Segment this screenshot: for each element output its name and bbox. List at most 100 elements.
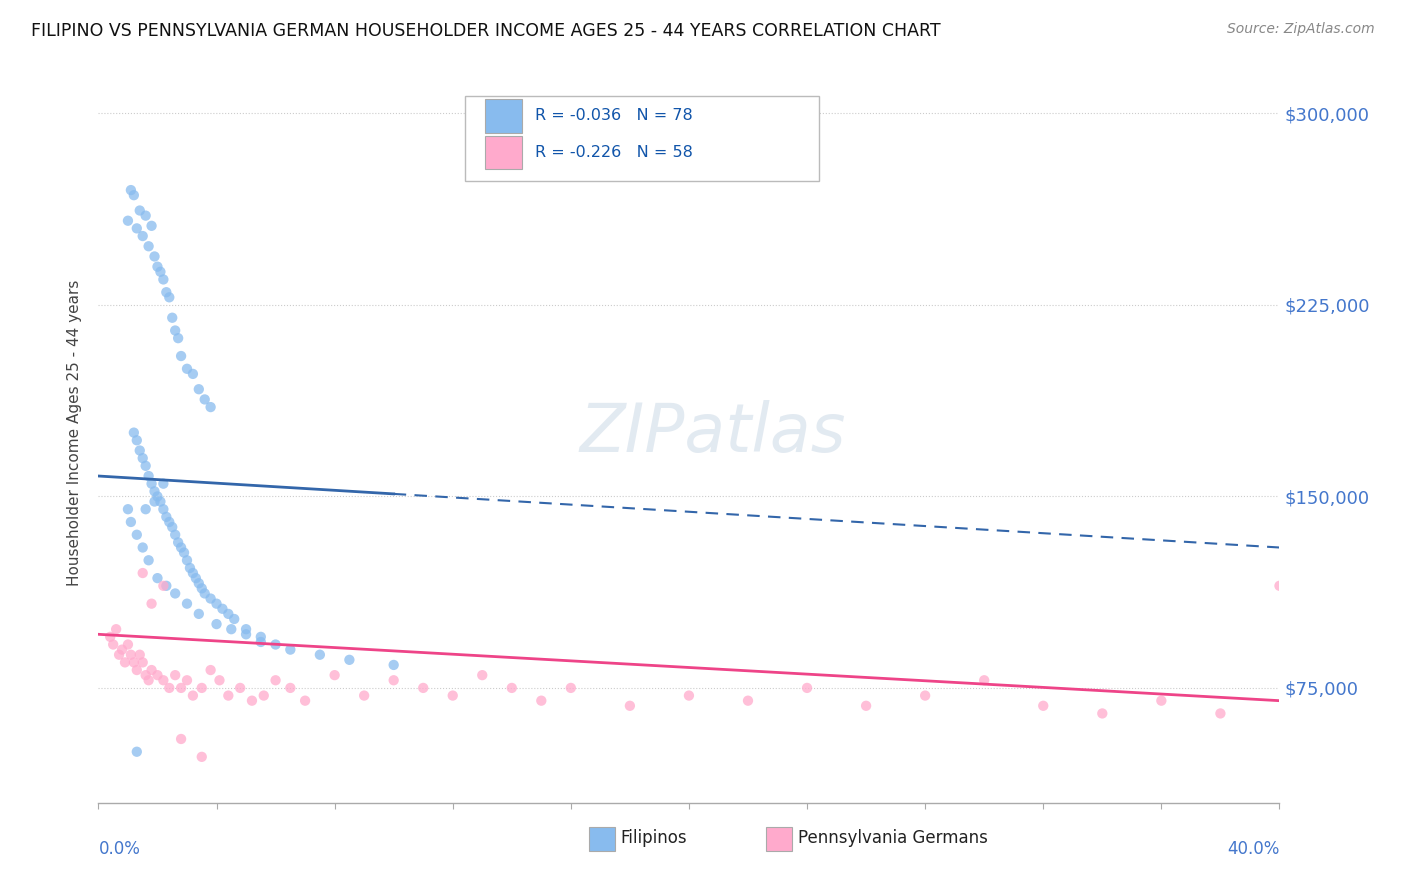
Point [221, 622, 243, 636]
Point [152, 502, 174, 516]
Point [162, 520, 183, 534]
Point [176, 553, 198, 567]
Point [120, 515, 142, 529]
Point [117, 213, 139, 227]
Text: Filipinos: Filipinos [620, 829, 688, 847]
Point [323, 668, 346, 682]
Point [1150, 694, 1173, 708]
Point [205, 617, 228, 632]
Bar [766, 827, 792, 851]
Point [382, 673, 405, 688]
Point [217, 689, 239, 703]
Point [280, 681, 302, 695]
Point [619, 698, 641, 713]
Point [135, 209, 157, 223]
Point [170, 349, 193, 363]
Point [128, 443, 150, 458]
Point [125, 663, 148, 677]
Point [179, 561, 201, 575]
Text: R = -0.036   N = 78: R = -0.036 N = 78 [536, 108, 693, 123]
Point [176, 361, 198, 376]
Point [309, 648, 332, 662]
Text: FILIPINO VS PENNSYLVANIA GERMAN HOUSEHOLDER INCOME AGES 25 - 44 YEARS CORRELATIO: FILIPINO VS PENNSYLVANIA GERMAN HOUSEHOL… [31, 22, 941, 40]
Point [143, 484, 166, 499]
Point [187, 607, 209, 621]
Point [170, 541, 193, 555]
Point [1032, 698, 1054, 713]
Point [855, 698, 877, 713]
Point [191, 681, 214, 695]
Point [184, 571, 207, 585]
Point [165, 586, 187, 600]
Point [217, 607, 239, 621]
Point [141, 219, 163, 233]
Point [152, 476, 174, 491]
Point [796, 681, 818, 695]
Point [135, 458, 157, 473]
Point [155, 509, 177, 524]
Point [98, 630, 121, 644]
Point [143, 494, 166, 508]
Point [162, 310, 183, 325]
Y-axis label: Householder Income Ages 25 - 44 years: Householder Income Ages 25 - 44 years [67, 279, 83, 586]
Point [146, 260, 169, 274]
Point [200, 591, 222, 606]
Point [530, 694, 553, 708]
Point [138, 469, 160, 483]
Point [132, 656, 155, 670]
Point [181, 566, 204, 580]
Point [194, 586, 217, 600]
Point [501, 681, 523, 695]
Point [146, 571, 169, 585]
Point [211, 601, 233, 615]
Text: ZIPatlas: ZIPatlas [579, 400, 846, 466]
Point [152, 272, 174, 286]
Point [152, 673, 174, 688]
Point [280, 642, 302, 657]
Point [229, 681, 252, 695]
Point [294, 694, 316, 708]
Point [1091, 706, 1114, 721]
Point [157, 681, 180, 695]
Point [441, 689, 464, 703]
Point [132, 566, 155, 580]
Point [194, 392, 217, 407]
Point [240, 694, 263, 708]
Point [135, 668, 157, 682]
Point [181, 689, 204, 703]
Point [412, 681, 434, 695]
Point [138, 553, 160, 567]
Point [264, 673, 287, 688]
Point [560, 681, 582, 695]
Point [678, 689, 700, 703]
Point [132, 451, 155, 466]
Point [181, 367, 204, 381]
Point [135, 502, 157, 516]
Point [111, 642, 134, 657]
Point [122, 188, 145, 202]
Point [108, 648, 131, 662]
Point [235, 622, 257, 636]
Point [170, 731, 193, 746]
Point [120, 648, 142, 662]
Point [146, 668, 169, 682]
Point [138, 673, 160, 688]
Bar [589, 827, 614, 851]
Point [1268, 579, 1291, 593]
Point [176, 673, 198, 688]
Point [205, 597, 228, 611]
Point [141, 476, 163, 491]
Point [165, 324, 187, 338]
Point [120, 183, 142, 197]
Bar [485, 136, 523, 169]
Point [170, 681, 193, 695]
Point [353, 689, 375, 703]
Point [200, 400, 222, 414]
Point [471, 668, 494, 682]
Point [250, 635, 273, 649]
Point [141, 597, 163, 611]
Point [173, 546, 195, 560]
Point [200, 663, 222, 677]
Point [125, 527, 148, 541]
Point [149, 494, 172, 508]
